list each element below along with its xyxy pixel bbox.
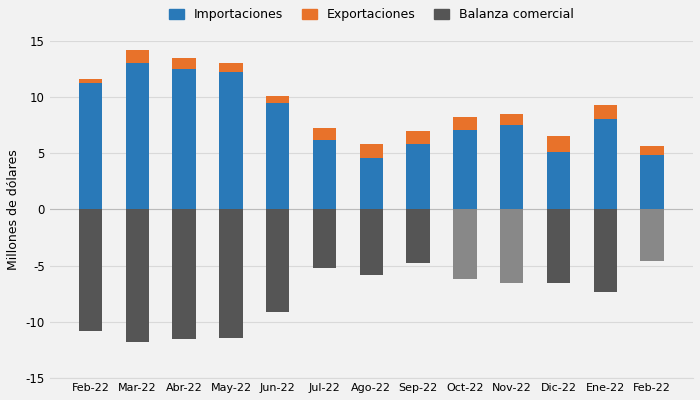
Bar [407,210,430,264]
Bar [172,69,196,210]
Bar [126,50,149,63]
Bar [500,125,524,210]
Bar [360,158,383,210]
Bar [640,210,664,261]
Bar [79,79,102,84]
Bar [313,128,336,140]
Bar [640,146,664,156]
Bar [219,72,243,210]
Bar [79,210,102,331]
Bar [640,156,664,210]
Bar [126,63,149,210]
Bar [172,210,196,339]
Bar [594,120,617,210]
Bar [407,131,430,144]
Bar [79,84,102,210]
Bar [313,140,336,210]
Bar [407,144,430,210]
Bar [547,210,570,282]
Bar [500,114,524,125]
Bar [547,136,570,152]
Bar [547,152,570,210]
Bar [219,210,243,338]
Bar [266,96,289,103]
Bar [172,58,196,69]
Y-axis label: Millones de dólares: Millones de dólares [7,149,20,270]
Bar [219,63,243,72]
Legend: Importaciones, Exportaciones, Balanza comercial: Importaciones, Exportaciones, Balanza co… [164,3,579,26]
Bar [360,210,383,275]
Bar [453,130,477,210]
Bar [500,210,524,282]
Bar [453,117,477,130]
Bar [594,105,617,120]
Bar [266,103,289,210]
Bar [266,210,289,312]
Bar [360,144,383,158]
Bar [313,210,336,268]
Bar [126,210,149,342]
Bar [594,210,617,292]
Bar [453,210,477,279]
